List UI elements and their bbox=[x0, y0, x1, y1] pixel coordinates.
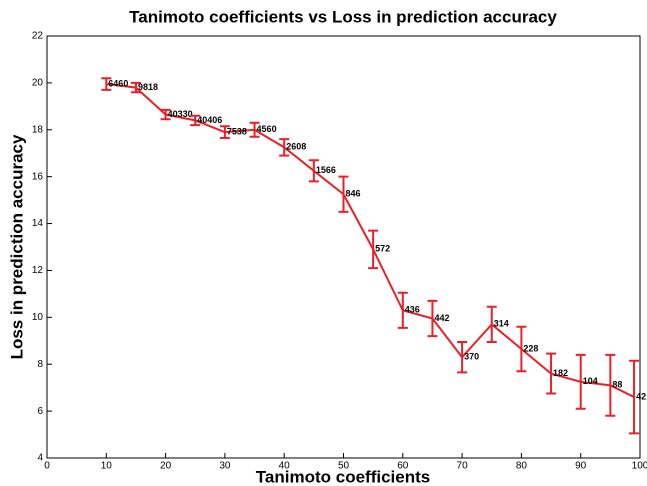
error-bar bbox=[516, 325, 527, 373]
y-tick-label: 22 bbox=[32, 31, 44, 42]
error-bar bbox=[160, 108, 171, 121]
chart-title: Tanimoto coefficients vs Loss in predict… bbox=[129, 7, 557, 26]
point-annotation: 846 bbox=[346, 189, 361, 199]
point-annotation: 370 bbox=[464, 352, 479, 362]
plot-frame bbox=[46, 35, 641, 459]
error-bar bbox=[308, 159, 319, 183]
data-line bbox=[106, 83, 635, 398]
y-tick-label: 6 bbox=[37, 406, 43, 417]
y-tick-label: 12 bbox=[32, 265, 44, 276]
point-annotation: 436 bbox=[405, 305, 420, 315]
error-bar bbox=[338, 175, 349, 213]
y-tick-label: 4 bbox=[37, 453, 43, 464]
point-annotation: 182 bbox=[553, 368, 568, 378]
error-bar bbox=[219, 125, 230, 139]
y-tick-label: 20 bbox=[32, 78, 44, 89]
point-annotation: 104 bbox=[583, 376, 598, 386]
x-tick-label: 90 bbox=[575, 461, 587, 472]
point-annotation: 314 bbox=[494, 319, 509, 329]
point-annotation: 9818 bbox=[138, 82, 158, 92]
y-axis-label: Loss in prediction accuracy bbox=[7, 134, 26, 359]
error-bar bbox=[249, 121, 260, 138]
error-bar bbox=[605, 353, 616, 417]
x-axis-label: Tanimoto coefficients bbox=[256, 467, 430, 486]
x-tick-label: 10 bbox=[101, 461, 113, 472]
error-bar bbox=[629, 359, 640, 435]
y-tick-label: 10 bbox=[32, 312, 44, 323]
point-annotation: 88 bbox=[612, 380, 622, 390]
error-bar bbox=[546, 352, 557, 395]
x-tick-label: 100 bbox=[632, 461, 647, 472]
error-bar bbox=[397, 291, 408, 329]
error-bar bbox=[130, 81, 141, 94]
x-tick-label: 50 bbox=[338, 461, 350, 472]
point-annotation: 6460 bbox=[108, 78, 128, 88]
y-tick-label: 8 bbox=[37, 359, 43, 370]
y-tick-label: 16 bbox=[32, 171, 44, 182]
point-annotation: 40406 bbox=[197, 115, 222, 125]
point-annotation: 1566 bbox=[316, 165, 336, 175]
y-tick-label: 14 bbox=[32, 218, 44, 229]
point-annotation: 572 bbox=[375, 244, 390, 254]
point-annotation: 228 bbox=[523, 343, 538, 353]
x-tick-label: 70 bbox=[457, 461, 469, 472]
error-bar bbox=[279, 138, 290, 157]
point-annotation: 2608 bbox=[286, 142, 306, 152]
error-bar bbox=[368, 229, 379, 270]
x-tick-label: 80 bbox=[516, 461, 528, 472]
error-bar bbox=[457, 340, 468, 374]
error-bar bbox=[190, 114, 201, 127]
point-annotation: 442 bbox=[434, 313, 449, 323]
x-tick-label: 30 bbox=[219, 461, 231, 472]
error-bar bbox=[427, 299, 438, 338]
point-annotation: 4560 bbox=[257, 124, 277, 134]
y-tick-label: 18 bbox=[32, 124, 44, 135]
point-annotation: 40330 bbox=[168, 109, 193, 119]
error-bar bbox=[101, 77, 112, 91]
error-bar bbox=[486, 305, 497, 343]
point-annotation: 7538 bbox=[227, 126, 247, 136]
x-tick-label: 60 bbox=[397, 461, 409, 472]
point-annotation: 42 bbox=[636, 391, 646, 401]
x-tick-label: 40 bbox=[279, 461, 291, 472]
error-bar bbox=[575, 353, 586, 410]
x-tick-label: 0 bbox=[44, 461, 50, 472]
x-tick-label: 20 bbox=[160, 461, 172, 472]
